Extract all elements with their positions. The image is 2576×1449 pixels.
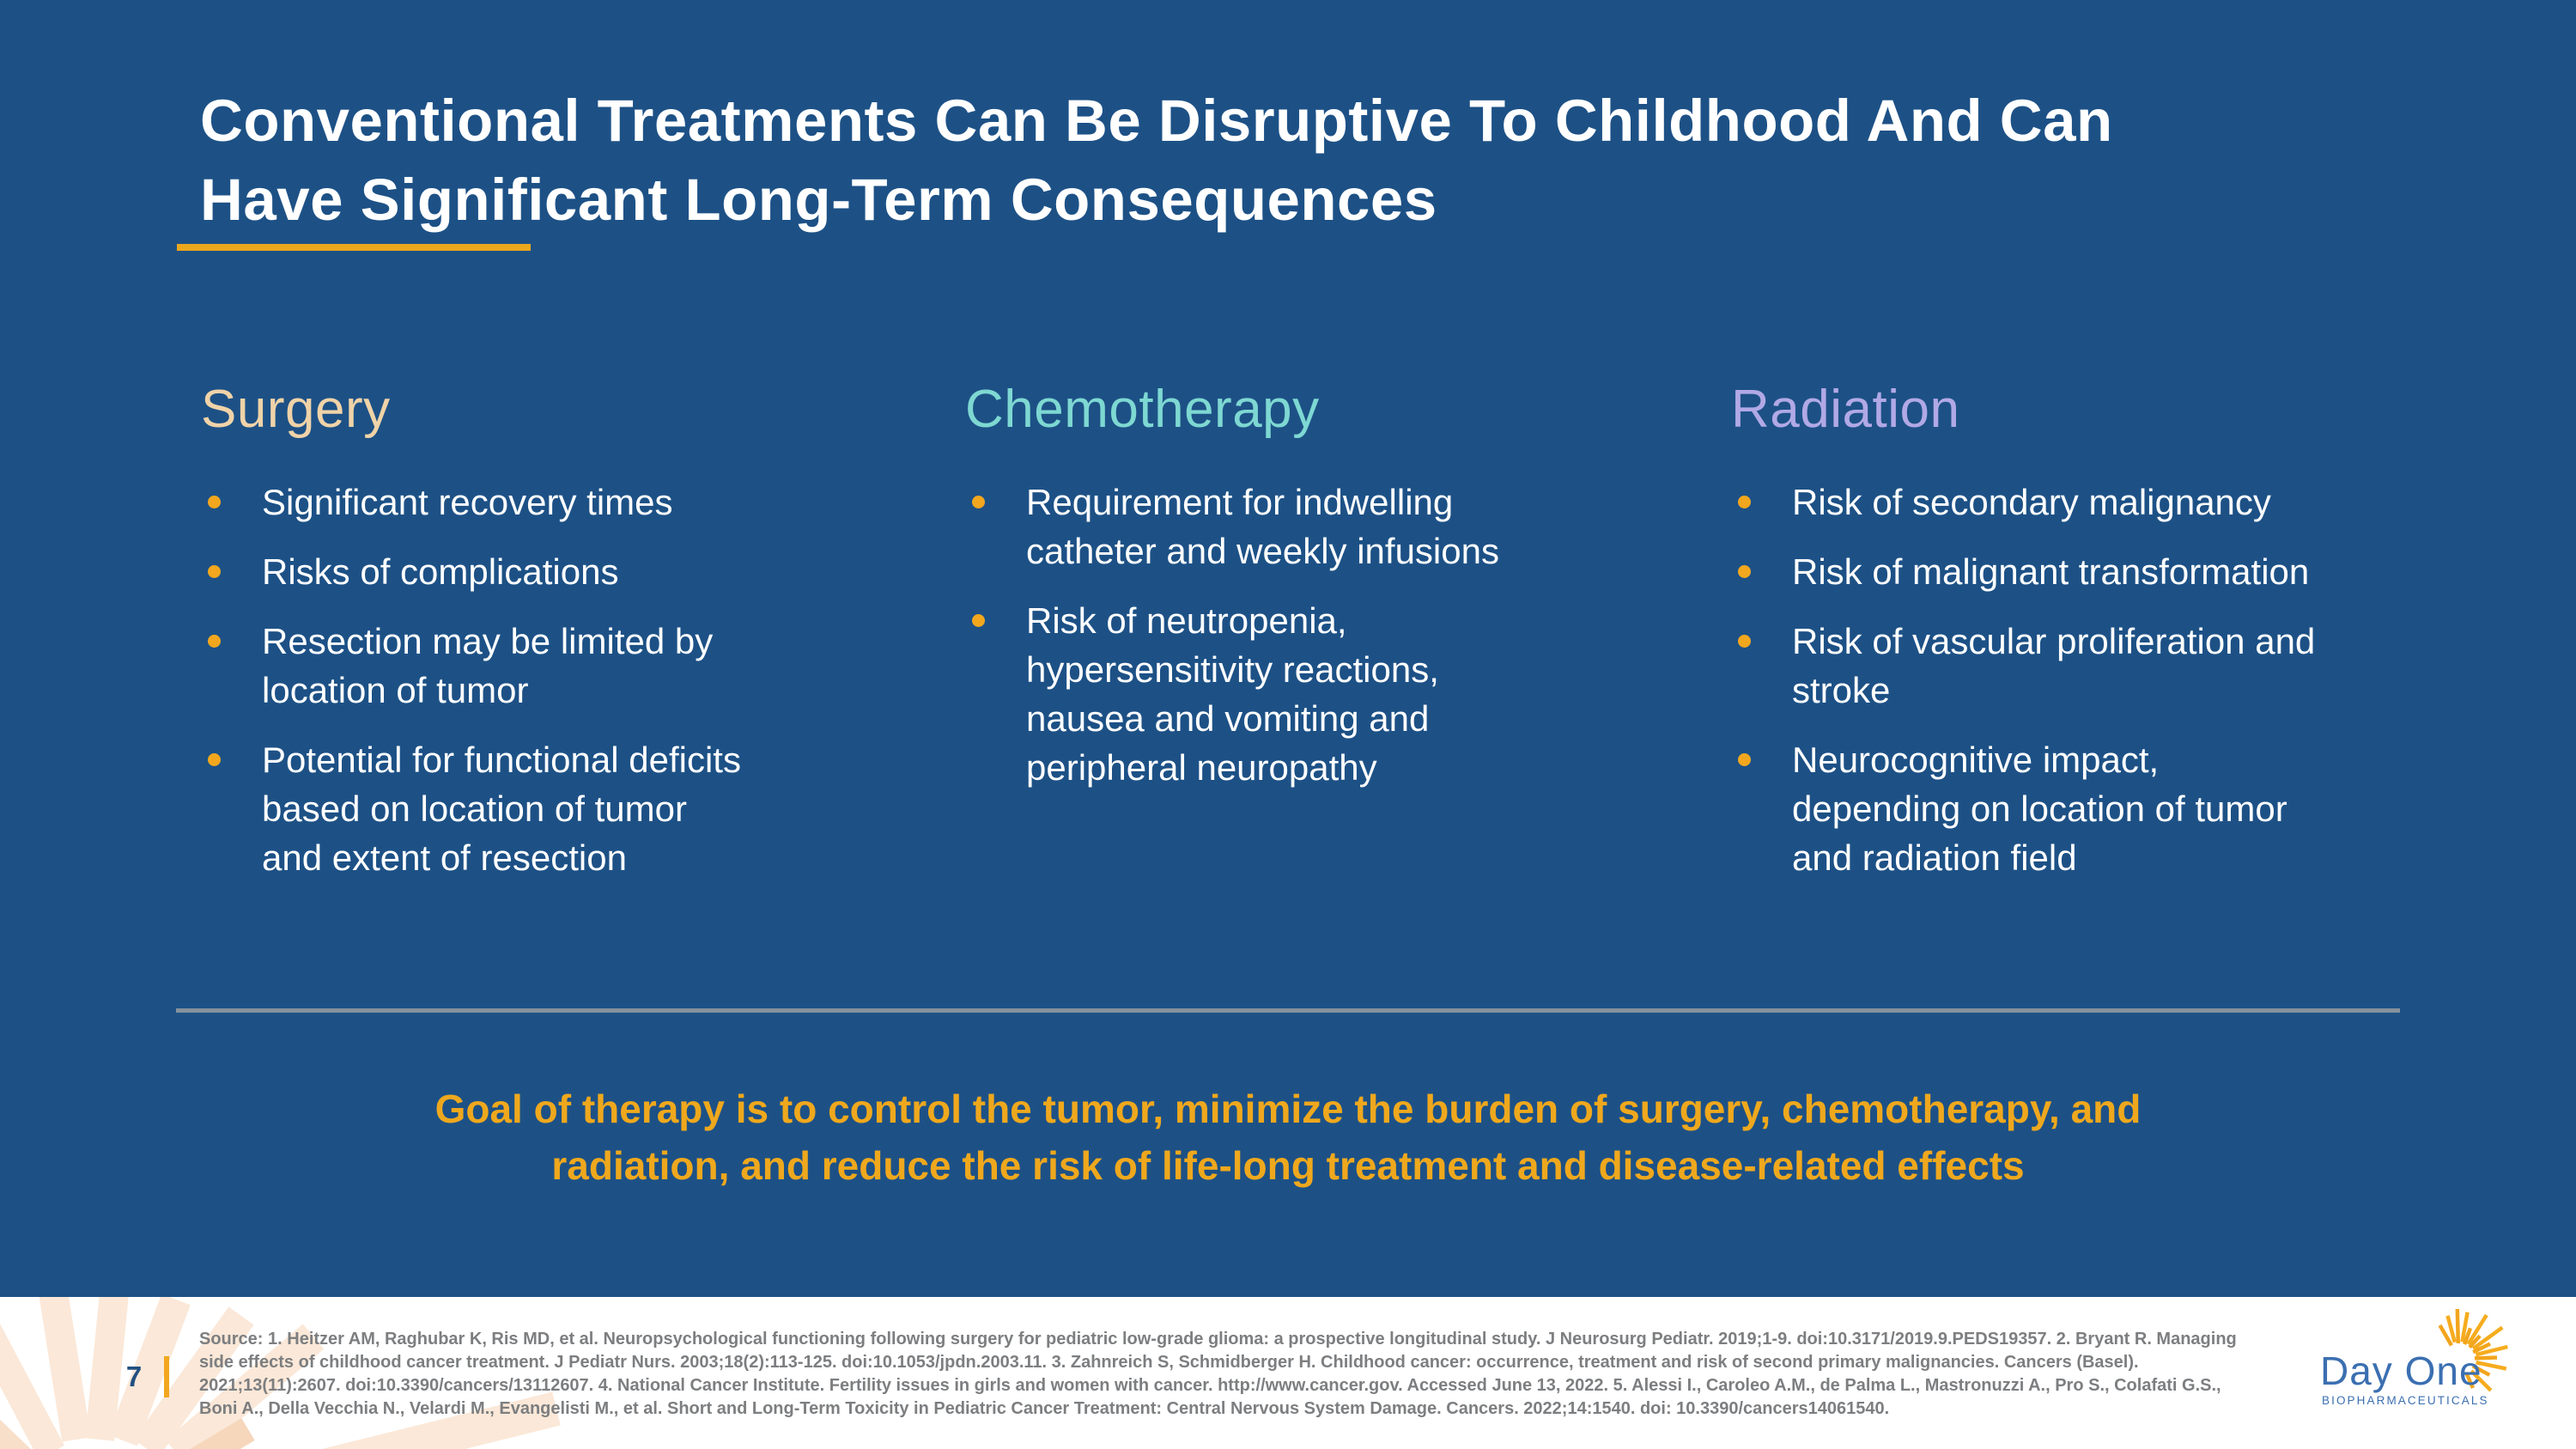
column-radiation: Radiation Risk of secondary malignancy R…: [1731, 378, 2349, 903]
source-citation: Source: 1. Heitzer AM, Raghubar K, Ris M…: [199, 1330, 2237, 1418]
footer: 7 Source: 1. Heitzer AM, Raghubar K, Ris…: [0, 1297, 2576, 1449]
bullet-text: Risk of malignant transformation: [1792, 551, 2310, 592]
bullet-text: Risks of complications: [262, 551, 619, 592]
logo-wordmark: Day One: [2320, 1349, 2482, 1393]
bullet-text: Requirement for indwelling catheter and …: [1026, 482, 1499, 571]
logo-subtitle: BIOPHARMACEUTICALS: [2322, 1394, 2489, 1407]
slide-title: Conventional Treatments Can Be Disruptiv…: [200, 88, 2113, 233]
list-item: Risk of malignant transformation: [1731, 547, 2349, 596]
goal-statement: Goal of therapy is to control the tumor,…: [434, 1087, 2142, 1188]
list-item: Neurocognitive impact, depending on loca…: [1731, 735, 2349, 882]
column-surgery: Surgery Significant recovery times Risks…: [201, 378, 768, 903]
chemotherapy-bullet-list: Requirement for indwelling catheter and …: [965, 478, 1549, 792]
bullet-dot-icon: [1738, 496, 1751, 508]
bullet-text: Risk of vascular proliferation and strok…: [1792, 621, 2316, 710]
bullet-dot-icon: [208, 496, 221, 508]
bullet-text: Significant recovery times: [262, 482, 673, 522]
column-heading-surgery: Surgery: [201, 380, 391, 439]
bullet-text: Potential for functional deficits based …: [262, 740, 741, 878]
list-item: Risk of vascular proliferation and strok…: [1731, 617, 2349, 715]
bullet-text: Resection may be limited by location of …: [262, 621, 714, 710]
list-item: Risk of neutropenia, hypersensitivity re…: [965, 596, 1549, 792]
list-item: Risks of complications: [201, 547, 768, 596]
bullet-dot-icon: [208, 753, 221, 766]
section-divider: [176, 1008, 2400, 1013]
bullet-text: Risk of secondary malignancy: [1792, 482, 2271, 522]
radiation-bullet-list: Risk of secondary malignancy Risk of mal…: [1731, 478, 2349, 882]
list-item: Potential for functional deficits based …: [201, 735, 768, 882]
column-chemotherapy: Chemotherapy Requirement for indwelling …: [965, 378, 1549, 813]
bullet-dot-icon: [208, 635, 221, 648]
list-item: Resection may be limited by location of …: [201, 617, 768, 715]
column-heading-chemotherapy: Chemotherapy: [965, 380, 1320, 439]
surgery-bullet-list: Significant recovery times Risks of comp…: [201, 478, 768, 882]
day-one-logo: Day One BIOPHARMACEUTICALS: [2301, 1297, 2559, 1449]
list-item: Requirement for indwelling catheter and …: [965, 478, 1549, 575]
title-underline-accent: [177, 244, 531, 251]
page-number-accent-bar: [164, 1356, 169, 1397]
page-number: 7: [125, 1361, 143, 1392]
bullet-dot-icon: [1738, 565, 1751, 578]
bullet-dot-icon: [1738, 635, 1751, 648]
column-heading-radiation: Radiation: [1731, 380, 1960, 439]
list-item: Risk of secondary malignancy: [1731, 478, 2349, 527]
bullet-dot-icon: [972, 496, 985, 508]
logo-sunburst-icon: [2438, 1308, 2508, 1392]
bullet-text: Neurocognitive impact, depending on loca…: [1792, 740, 2287, 878]
list-item: Significant recovery times: [201, 478, 768, 527]
bullet-text: Risk of neutropenia, hypersensitivity re…: [1026, 600, 1439, 788]
bullet-dot-icon: [208, 565, 221, 578]
sunburst-decoration-icon: [0, 1297, 561, 1449]
bullet-dot-icon: [1738, 753, 1751, 766]
bullet-dot-icon: [972, 614, 985, 627]
